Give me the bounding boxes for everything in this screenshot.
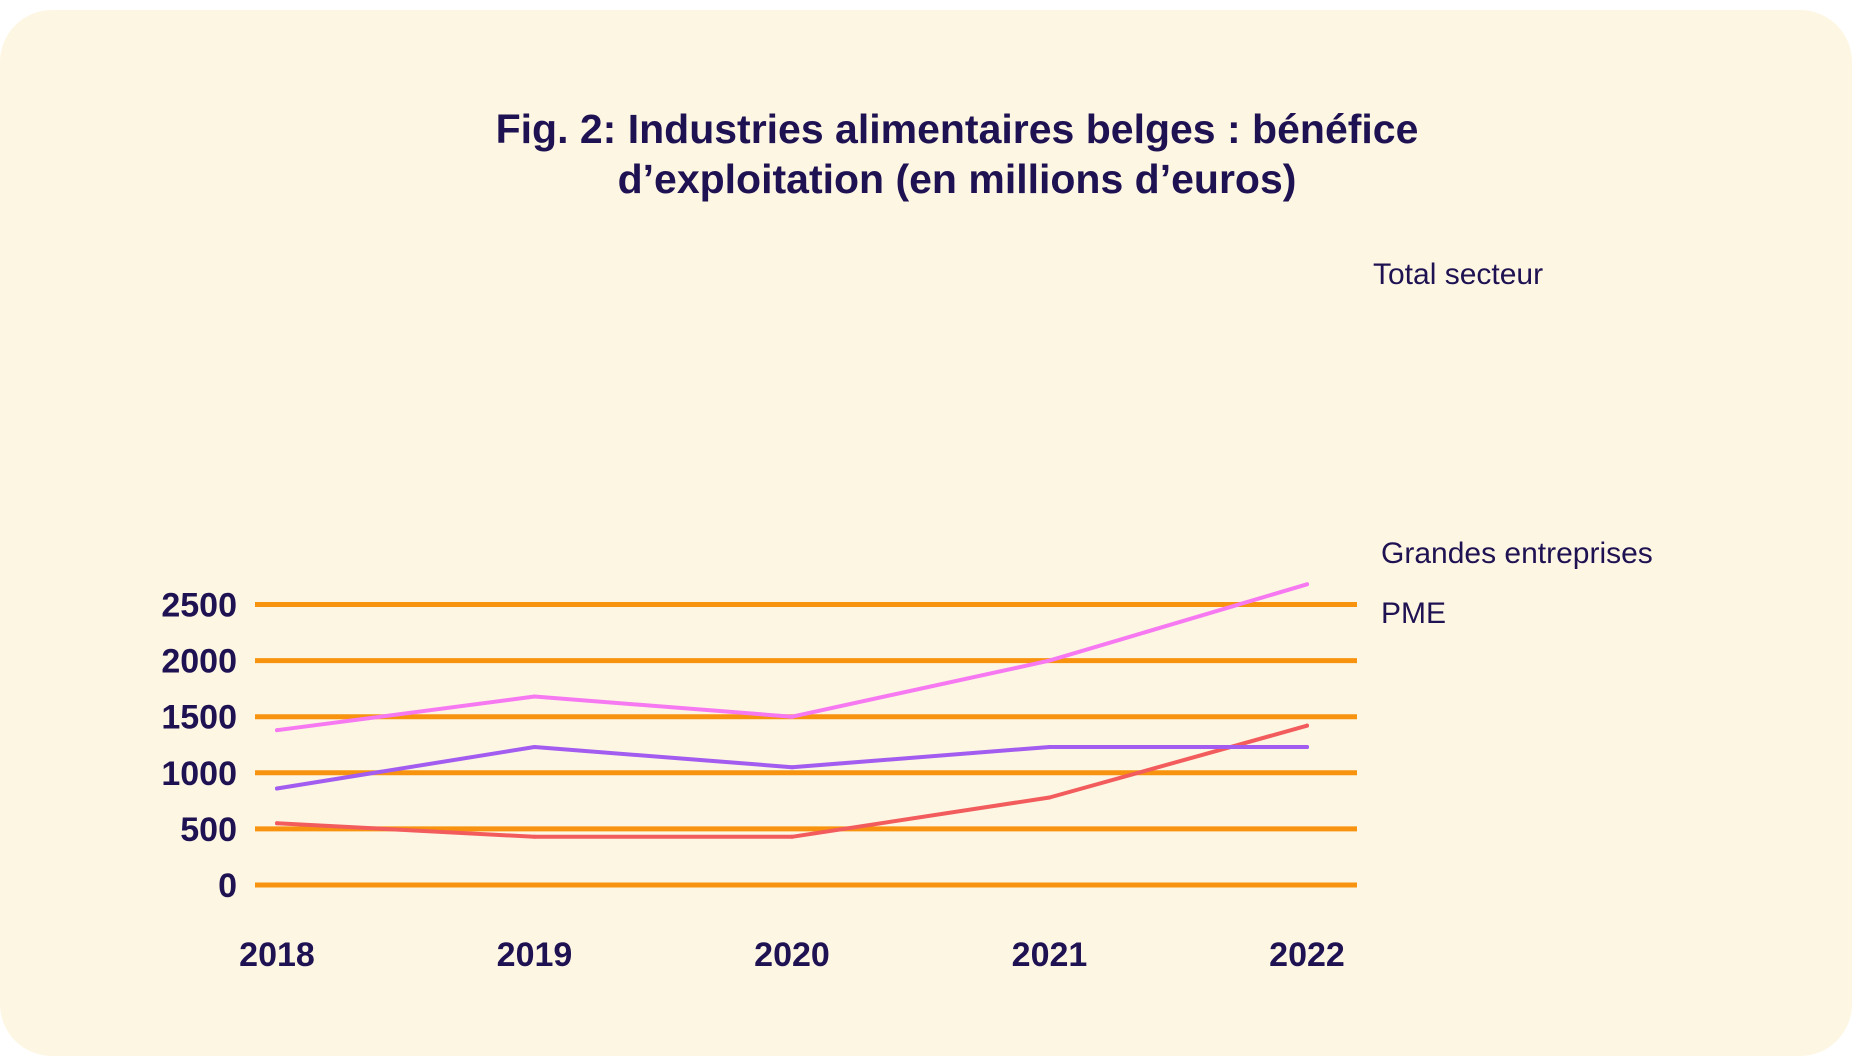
data-point bbox=[532, 834, 537, 839]
series-label: Total secteur bbox=[1373, 258, 1543, 291]
x-tick-label: 2020 bbox=[754, 936, 830, 974]
series-lines bbox=[275, 582, 1309, 839]
y-tick-label: 2500 bbox=[161, 587, 237, 625]
x-tick-label: 2019 bbox=[497, 936, 573, 974]
series-line-1 bbox=[275, 723, 1309, 839]
data-point bbox=[790, 834, 794, 839]
data-point bbox=[275, 786, 279, 791]
data-point bbox=[1305, 723, 1309, 728]
data-point bbox=[790, 714, 794, 719]
data-point bbox=[1305, 582, 1309, 587]
data-point bbox=[532, 744, 537, 749]
data-point bbox=[1305, 744, 1309, 749]
chart-card bbox=[0, 10, 1852, 1056]
data-point bbox=[790, 765, 794, 770]
data-point bbox=[1047, 658, 1052, 663]
x-tick-label: 2022 bbox=[1269, 936, 1345, 974]
chart-title-line-2: d’exploitation (en millions d’euros) bbox=[618, 156, 1297, 202]
series-labels: Total secteur Grandes entreprises PME bbox=[1373, 258, 1653, 630]
data-point bbox=[532, 694, 537, 699]
series-label: PME bbox=[1381, 597, 1446, 630]
x-tick-label: 2021 bbox=[1012, 936, 1088, 974]
y-tick-label: 500 bbox=[180, 811, 237, 849]
y-tick-label: 1000 bbox=[161, 755, 237, 793]
y-tick-label: 2000 bbox=[161, 643, 237, 681]
data-point bbox=[1047, 744, 1052, 749]
gridlines bbox=[255, 602, 1357, 888]
data-point bbox=[275, 821, 279, 826]
x-axis-ticks: 2018 2019 2020 2021 2022 bbox=[239, 936, 1345, 974]
data-point bbox=[1047, 795, 1052, 800]
y-tick-label: 0 bbox=[218, 867, 237, 905]
data-point bbox=[275, 728, 279, 733]
x-tick-label: 2018 bbox=[239, 936, 315, 974]
y-tick-label: 1500 bbox=[161, 699, 237, 737]
chart-title-line-1: Fig. 2: Industries alimentaires belges :… bbox=[496, 106, 1419, 152]
series-label: Grandes entreprises bbox=[1381, 537, 1653, 570]
y-axis-ticks: 0 500 1000 1500 2000 2500 bbox=[161, 587, 237, 906]
